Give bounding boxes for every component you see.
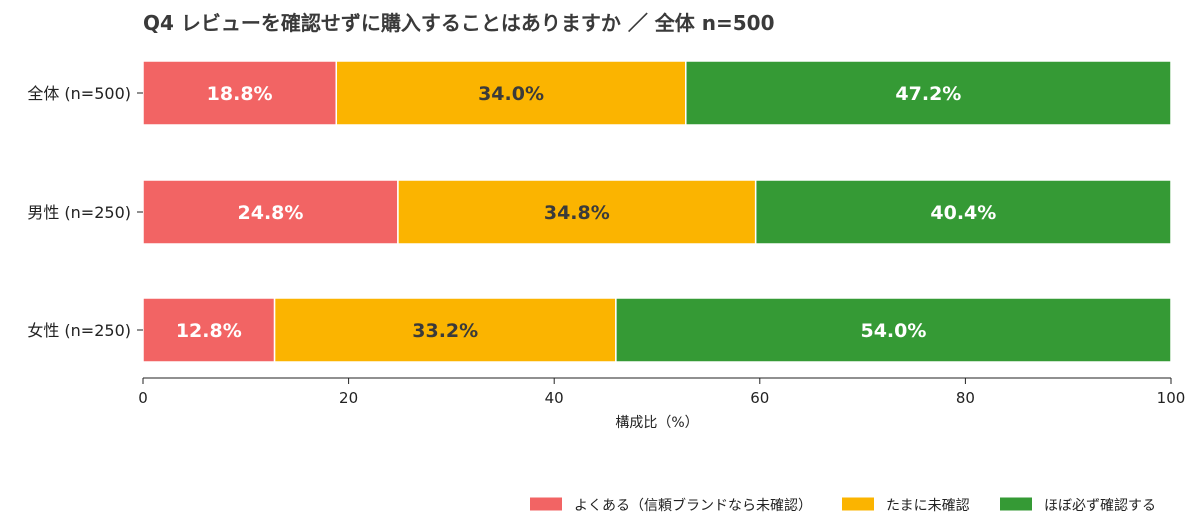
bar-segment (615, 297, 1172, 363)
category-labels: 全体 (n=500) 男性 (n=250) 女性 (n=250) (27, 84, 143, 340)
category-label: 女性 (n=250) (27, 321, 131, 340)
bar-segment (142, 179, 399, 245)
bar-segment (397, 179, 757, 245)
x-axis-label: 構成比（%） (615, 415, 698, 431)
x-tick-label: 0 (138, 389, 148, 407)
data-label: 18.8% (207, 83, 273, 105)
chart-title: Q4 レビューを確認せずに購入することはありますか ／ 全体 n=500 (143, 11, 775, 35)
legend-swatch (530, 497, 562, 511)
bar-segment (335, 60, 687, 126)
legend-swatch (842, 497, 874, 511)
legend: よくある（信頼ブランドなら未確認） たまに未確認 ほぼ必ず確認する (530, 497, 1156, 514)
x-axis: 0 20 40 60 80 100 (138, 377, 1186, 407)
bars-group: 18.8% 34.0% 47.2% 24.8% 34.8% 40.4% 12.8% 33.2%… (142, 60, 1172, 363)
legend-label: よくある（信頼ブランドなら未確認） (574, 497, 812, 514)
bar-segment (142, 297, 276, 363)
data-label: 24.8% (238, 202, 304, 224)
x-tick-label: 80 (956, 389, 975, 407)
bar-segment (754, 179, 1172, 245)
data-label: 34.8% (544, 202, 610, 224)
x-tick-label: 100 (1157, 389, 1186, 407)
data-label: 47.2% (895, 83, 961, 105)
legend-label: たまに未確認 (886, 498, 970, 514)
data-label: 12.8% (176, 320, 242, 342)
legend-label: ほぼ必ず確認する (1044, 498, 1156, 514)
data-label: 33.2% (412, 320, 478, 342)
bar-segment (142, 60, 338, 126)
data-label: 54.0% (860, 320, 926, 342)
bar-segment (273, 297, 617, 363)
data-label: 34.0% (478, 83, 544, 105)
data-label: 40.4% (930, 202, 996, 224)
legend-swatch (1000, 497, 1032, 511)
category-label: 全体 (n=500) (27, 84, 131, 103)
bar-segment (685, 60, 1172, 126)
x-tick-label: 40 (545, 389, 564, 407)
x-tick-label: 60 (750, 389, 769, 407)
category-label: 男性 (n=250) (27, 203, 131, 222)
x-tick-label: 20 (339, 389, 358, 407)
